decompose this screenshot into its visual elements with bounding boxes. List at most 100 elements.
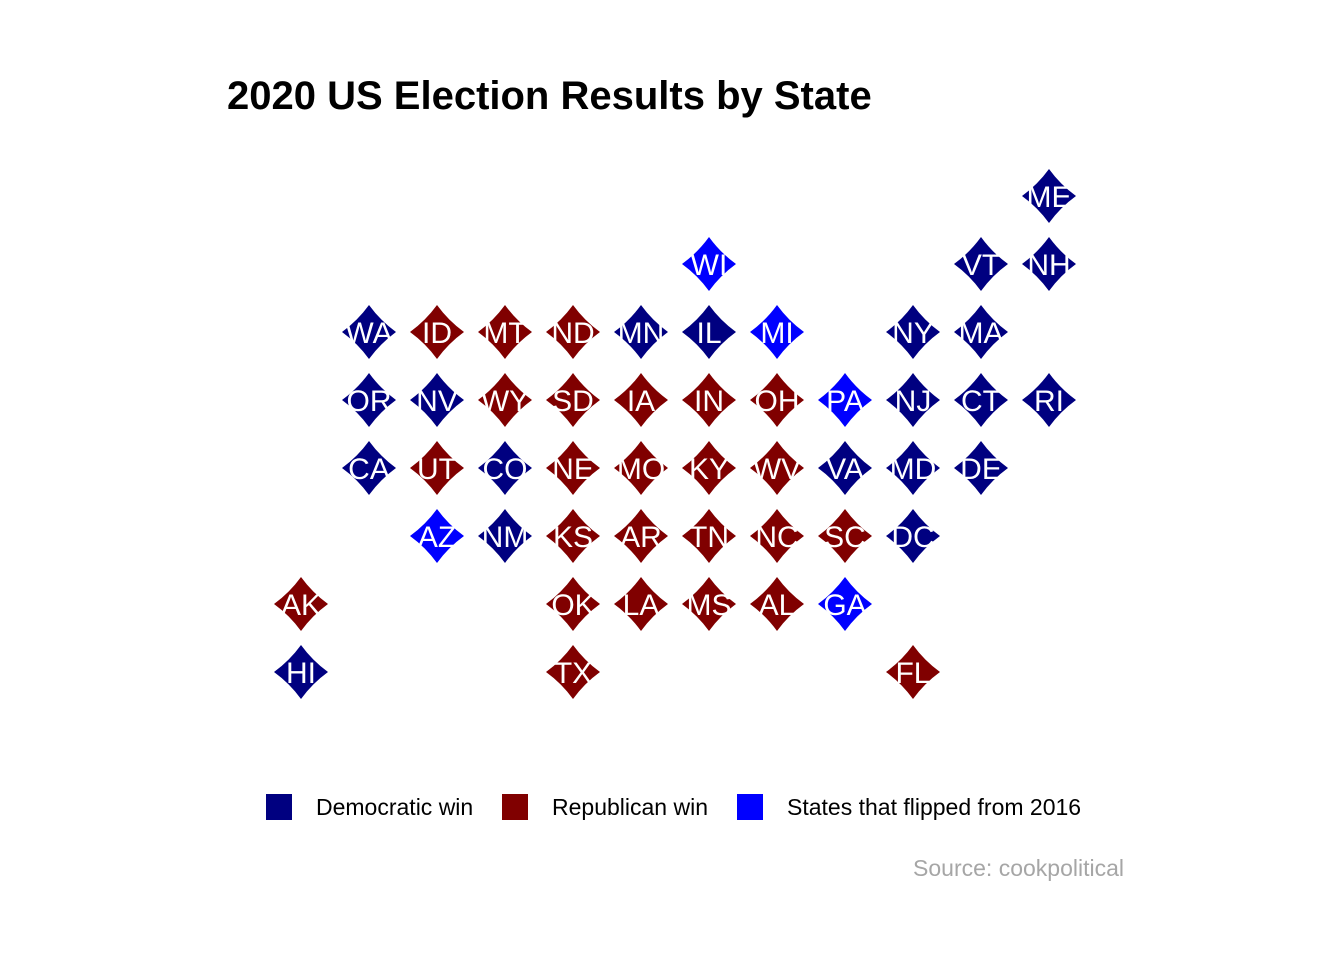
state-tile-shape-fl xyxy=(886,645,940,699)
state-tile-me: ME xyxy=(1022,169,1076,223)
state-tile-pa: PA xyxy=(818,373,872,427)
state-label-md: MD xyxy=(890,453,937,486)
state-tile-shape-nh xyxy=(1022,237,1076,291)
state-tile-la: LA xyxy=(614,577,668,631)
state-label-ut: UT xyxy=(417,453,457,486)
state-tile-shape-ks xyxy=(546,509,600,563)
state-tile-wi: WI xyxy=(682,237,736,291)
state-tile-az: AZ xyxy=(410,509,464,563)
state-label-vt: VT xyxy=(962,249,1000,282)
state-tile-ne: NE xyxy=(546,441,600,495)
state-tile-shape-ky xyxy=(682,441,736,495)
state-tile-shape-ne xyxy=(546,441,600,495)
state-tile-il: IL xyxy=(682,305,736,359)
state-tile-shape-ny xyxy=(886,305,940,359)
state-tile-shape-me xyxy=(1022,169,1076,223)
state-tile-nm: NM xyxy=(478,509,532,563)
state-tile-shape-dc xyxy=(886,509,940,563)
state-label-oh: OH xyxy=(755,385,800,418)
state-tile-shape-sd xyxy=(546,373,600,427)
legend-swatch-republican xyxy=(502,794,528,820)
state-tile-mn: MN xyxy=(614,305,668,359)
state-label-sd: SD xyxy=(552,385,594,418)
legend-swatch-flipped xyxy=(737,794,763,820)
state-tile-al: AL xyxy=(750,577,804,631)
state-label-va: VA xyxy=(826,453,864,486)
state-tile-ms: MS xyxy=(682,577,736,631)
state-tile-nc: NC xyxy=(750,509,804,563)
state-tile-shape-mn xyxy=(614,305,668,359)
state-tile-shape-il xyxy=(682,305,736,359)
state-label-mi: MI xyxy=(760,317,793,350)
state-label-nd: ND xyxy=(551,317,594,350)
state-tile-shape-ak xyxy=(274,577,328,631)
state-tile-ga: GA xyxy=(818,577,872,631)
state-label-ok: OK xyxy=(551,589,594,622)
legend-label-flipped: States that flipped from 2016 xyxy=(787,794,1082,820)
state-label-al: AL xyxy=(759,589,796,622)
legend-label-democratic: Democratic win xyxy=(316,794,474,820)
state-label-mo: MO xyxy=(617,453,665,486)
state-tile-shape-ct xyxy=(954,373,1008,427)
state-tile-fl: FL xyxy=(886,645,940,699)
state-tile-shape-nd xyxy=(546,305,600,359)
state-label-co: CO xyxy=(483,453,528,486)
state-tile-co: CO xyxy=(478,441,532,495)
state-tile-shape-mo xyxy=(614,441,668,495)
state-tile-va: VA xyxy=(818,441,872,495)
state-tile-mo: MO xyxy=(614,441,668,495)
state-label-nj: NJ xyxy=(895,385,932,418)
state-tile-shape-nj xyxy=(886,373,940,427)
state-label-nc: NC xyxy=(755,521,798,554)
state-tile-ar: AR xyxy=(614,509,668,563)
legend-label-republican: Republican win xyxy=(552,794,708,820)
state-tile-tn: TN xyxy=(682,509,736,563)
state-label-ny: NY xyxy=(892,317,934,350)
state-tile-nv: NV xyxy=(410,373,464,427)
state-label-ga: GA xyxy=(823,589,866,622)
state-tile-shape-ut xyxy=(410,441,464,495)
state-tile-shape-wv xyxy=(750,441,804,495)
state-tile-wa: WA xyxy=(342,305,396,359)
state-tile-shape-al xyxy=(750,577,804,631)
state-label-ct: CT xyxy=(961,385,1001,418)
state-label-ca: CA xyxy=(348,453,390,486)
state-tile-in: IN xyxy=(682,373,736,427)
state-tile-ok: OK xyxy=(546,577,600,631)
state-tile-ks: KS xyxy=(546,509,600,563)
state-label-ri: RI xyxy=(1034,385,1064,418)
state-label-ms: MS xyxy=(687,589,732,622)
state-tile-shape-wi xyxy=(682,237,736,291)
state-tile-shape-pa xyxy=(818,373,872,427)
state-tile-shape-la xyxy=(614,577,668,631)
state-label-mt: MT xyxy=(483,317,526,350)
state-tile-shape-wy xyxy=(478,373,532,427)
state-tile-or: OR xyxy=(342,373,396,427)
state-tile-shape-mt xyxy=(478,305,532,359)
state-tile-mi: MI xyxy=(750,305,804,359)
state-tile-shape-vt xyxy=(954,237,1008,291)
state-label-tx: TX xyxy=(554,657,592,690)
state-label-ks: KS xyxy=(553,521,593,554)
state-tile-de: DE xyxy=(954,441,1008,495)
state-label-sc: SC xyxy=(824,521,866,554)
state-tile-shape-oh xyxy=(750,373,804,427)
state-tile-nj: NJ xyxy=(886,373,940,427)
state-tile-ut: UT xyxy=(410,441,464,495)
state-tile-nh: NH xyxy=(1022,237,1076,291)
state-label-il: IL xyxy=(696,317,721,350)
state-label-tn: TN xyxy=(689,521,729,554)
state-tile-shape-de xyxy=(954,441,1008,495)
state-tile-shape-tn xyxy=(682,509,736,563)
state-tile-sd: SD xyxy=(546,373,600,427)
state-tile-ca: CA xyxy=(342,441,396,495)
state-tile-shape-or xyxy=(342,373,396,427)
state-label-mn: MN xyxy=(618,317,665,350)
state-label-wi: WI xyxy=(691,249,728,282)
state-tile-ri: RI xyxy=(1022,373,1076,427)
state-label-fl: FL xyxy=(895,657,930,690)
state-tile-shape-va xyxy=(818,441,872,495)
state-tile-shape-md xyxy=(886,441,940,495)
state-label-wa: WA xyxy=(345,317,392,350)
